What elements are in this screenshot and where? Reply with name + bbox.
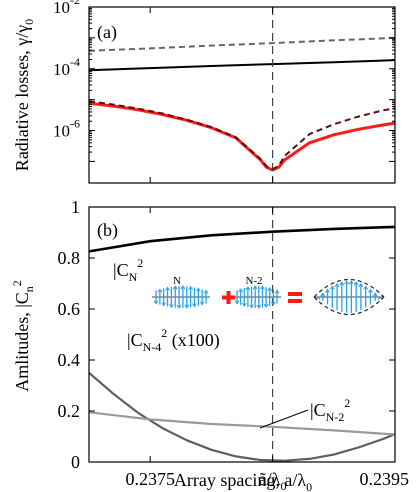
panel-a-ytick-label: 10-6: [53, 117, 80, 141]
panel-a-series-2-line: [89, 36, 395, 52]
inset-arrowhead: [241, 302, 247, 307]
panel-b-ytick-label: 1: [71, 197, 80, 217]
panel-b-ytick-label: 0.8: [58, 248, 81, 268]
inset-plus-sign: [222, 291, 235, 304]
inset-arrowhead: [172, 285, 178, 290]
panel-b-series: [89, 225, 395, 462]
panel-b-label: (b): [97, 220, 118, 241]
inset-arrowhead: [368, 288, 373, 293]
label-cn: |CN2: [113, 256, 143, 284]
inset-schematic: N N-2: [152, 275, 385, 316]
inset-array-result: [313, 278, 385, 316]
inset-arrowhead: [358, 282, 364, 288]
panel-a-series-4-line: [89, 100, 395, 171]
inset-arrowhead: [168, 303, 174, 309]
inset-arrowhead: [334, 282, 340, 288]
panel-b-series-3-line: [89, 411, 395, 436]
inset-arrowhead: [363, 285, 369, 290]
inset-arrowhead: [320, 292, 326, 297]
panel-b-ytick-label: 0.4: [58, 350, 81, 370]
inset-arrowhead: [161, 302, 167, 307]
inset-arrowhead: [238, 288, 244, 293]
inset-arrowhead: [199, 301, 205, 306]
panel-b-ytick-label: 0.2: [58, 401, 81, 421]
inset-arrowhead: [256, 304, 262, 309]
inset-arrowhead: [176, 304, 182, 309]
label-cn2: |CN-22: [310, 396, 350, 424]
panel-a-series-3-line: [89, 101, 395, 172]
panel-b-ytick-label: 0: [71, 452, 80, 472]
panel-a-ytick-label: 10-4: [53, 55, 80, 79]
inset-envelope-bottom: [313, 296, 385, 316]
inset-arrowhead: [353, 281, 359, 286]
inset-arrowhead: [203, 289, 209, 294]
inset-arrowhead: [274, 289, 280, 294]
panel-b-series-2-line: [89, 371, 395, 462]
panel-b-xtick-label: ã/λ0: [259, 469, 287, 492]
panel-b-y-ticks: 0 0.2 0.4 0.6 0.8 1: [58, 197, 395, 472]
inset-arrowhead: [157, 288, 163, 293]
inset-arrowhead: [195, 287, 201, 292]
panel-a-ytick-label: 10-2: [53, 0, 80, 17]
panel-b-xtick-label: 0.2395: [360, 469, 410, 489]
inset-arrowhead: [192, 303, 197, 308]
inset-label-n: N: [173, 275, 181, 287]
label-cn2-leader: [259, 409, 309, 429]
inset-array-n: [152, 285, 210, 309]
panel-a-ylabel: Radiative losses, γ/γ0: [12, 19, 36, 171]
inset-arrowhead: [165, 286, 170, 291]
inset-arrowhead: [188, 285, 194, 291]
inset-arrowhead: [234, 300, 240, 305]
label-cn4: |CN-42 (x100): [127, 326, 220, 354]
inset-arrowhead: [260, 285, 265, 290]
inset-arrowhead: [180, 285, 186, 290]
panel-a-series-1-line: [89, 59, 395, 72]
inset-arrowhead: [325, 288, 330, 293]
panel-b-xtick-label: 0.2375: [125, 469, 175, 489]
panel-b-x-ticks: 0.2375 ã/λ0 0.2395: [125, 207, 409, 492]
inset-arrowhead: [372, 292, 378, 297]
panel-b: 0 0.2 0.4 0.6 0.8 1 0.2375 ã/λ0 0.2395 (b) Amli…: [10, 197, 409, 492]
panel-b-ytick-label: 0.6: [58, 299, 81, 319]
inset-arrowhead: [348, 280, 354, 285]
inset-arrowhead: [184, 304, 190, 309]
inset-arrowhead: [153, 300, 159, 305]
inset-arrowhead: [344, 280, 350, 285]
panel-a-x-ticks: [149, 7, 396, 183]
inset-label-n2: N-2: [245, 275, 262, 287]
panel-a-series: [89, 36, 395, 172]
inset-arrowhead: [329, 285, 335, 290]
inset-arrowhead: [249, 304, 254, 309]
inset-arrowhead: [252, 285, 258, 290]
panel-b-frame: [88, 206, 396, 463]
panel-a-label: (a): [97, 22, 117, 43]
inset-arrowhead: [270, 301, 276, 306]
inset-arrowhead: [263, 303, 269, 308]
panel-a: 10-2 10-4 10-6 (a) Radiative losses, γ/γ0: [12, 0, 396, 184]
inset-array-n2: [233, 285, 281, 309]
inset-arrowhead: [245, 286, 251, 291]
panel-b-series-1-line: [89, 225, 395, 253]
panel-a-frame: [88, 6, 396, 184]
inset-arrowhead: [339, 281, 345, 286]
inset-arrowhead: [267, 287, 273, 292]
inset-envelope-top: [313, 278, 385, 298]
panel-b-ylabel: Amlitudes, |Cn2: [10, 280, 36, 392]
panel-a-y-ticks: 10-2 10-4 10-6: [53, 0, 395, 162]
inset-equals-sign: [288, 292, 302, 303]
panel-b-xlabel: Array spacing, a/λ0: [174, 470, 312, 492]
